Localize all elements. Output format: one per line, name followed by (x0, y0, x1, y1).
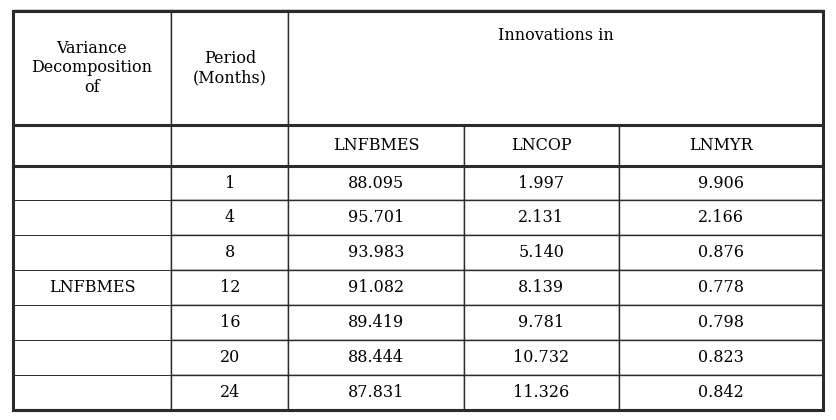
Bar (464, 165, 619, 200)
Bar (464, 125, 619, 165)
Bar (619, 340, 823, 375)
Text: 4: 4 (225, 209, 235, 226)
Bar (288, 270, 464, 305)
Text: 95.701: 95.701 (348, 209, 405, 226)
Bar (464, 305, 619, 340)
Bar (171, 305, 288, 340)
Bar (464, 235, 619, 270)
Bar (619, 165, 823, 200)
Bar (288, 305, 464, 340)
Text: 91.082: 91.082 (348, 279, 405, 296)
Bar (13, 165, 171, 410)
Bar (288, 340, 464, 375)
Bar (13, 125, 171, 165)
Text: Innovations in: Innovations in (498, 27, 614, 44)
Text: 9.781: 9.781 (518, 314, 564, 331)
Text: 20: 20 (220, 349, 240, 366)
Bar (171, 340, 288, 375)
Text: 0.876: 0.876 (698, 244, 744, 261)
Bar (619, 235, 823, 270)
Bar (171, 375, 288, 410)
Text: 24: 24 (220, 383, 240, 401)
Bar (619, 270, 823, 305)
Text: 12: 12 (220, 279, 240, 296)
Bar (619, 200, 823, 235)
Text: LNFBMES: LNFBMES (48, 279, 135, 296)
Text: Period
(Months): Period (Months) (193, 50, 267, 86)
Text: 5.140: 5.140 (518, 244, 564, 261)
Text: 89.419: 89.419 (348, 314, 405, 331)
Text: 88.444: 88.444 (349, 349, 404, 366)
Text: 0.842: 0.842 (698, 383, 744, 401)
Bar (288, 375, 464, 410)
Bar (171, 165, 288, 200)
Bar (619, 305, 823, 340)
Text: 0.823: 0.823 (698, 349, 744, 366)
Text: 8.139: 8.139 (518, 279, 564, 296)
Bar (464, 375, 619, 410)
Text: 2.166: 2.166 (698, 209, 744, 226)
Bar (464, 200, 619, 235)
Text: 1.997: 1.997 (518, 175, 564, 192)
Text: LNCOP: LNCOP (511, 137, 572, 154)
Bar (288, 10, 823, 125)
Text: 88.095: 88.095 (348, 175, 405, 192)
Bar (171, 235, 288, 270)
Text: 10.732: 10.732 (513, 349, 569, 366)
Bar (619, 375, 823, 410)
Text: LNMYR: LNMYR (689, 137, 753, 154)
Text: 11.326: 11.326 (513, 383, 569, 401)
Text: 93.983: 93.983 (348, 244, 405, 261)
Bar (171, 270, 288, 305)
Text: 16: 16 (220, 314, 240, 331)
Bar (288, 235, 464, 270)
Bar (288, 200, 464, 235)
Bar (619, 125, 823, 165)
Text: 87.831: 87.831 (348, 383, 405, 401)
Text: Variance
Decomposition
of: Variance Decomposition of (32, 40, 152, 96)
Text: 1: 1 (225, 175, 235, 192)
Bar (288, 165, 464, 200)
Text: 8: 8 (225, 244, 235, 261)
Bar (288, 125, 464, 165)
Bar (464, 270, 619, 305)
Text: 0.778: 0.778 (698, 279, 744, 296)
Bar (171, 10, 288, 125)
Text: 0.798: 0.798 (698, 314, 744, 331)
Bar (171, 200, 288, 235)
Text: LNFBMES: LNFBMES (333, 137, 420, 154)
Text: 2.131: 2.131 (518, 209, 564, 226)
Bar (464, 340, 619, 375)
Bar (13, 10, 171, 125)
Bar (171, 125, 288, 165)
Text: 9.906: 9.906 (698, 175, 744, 192)
